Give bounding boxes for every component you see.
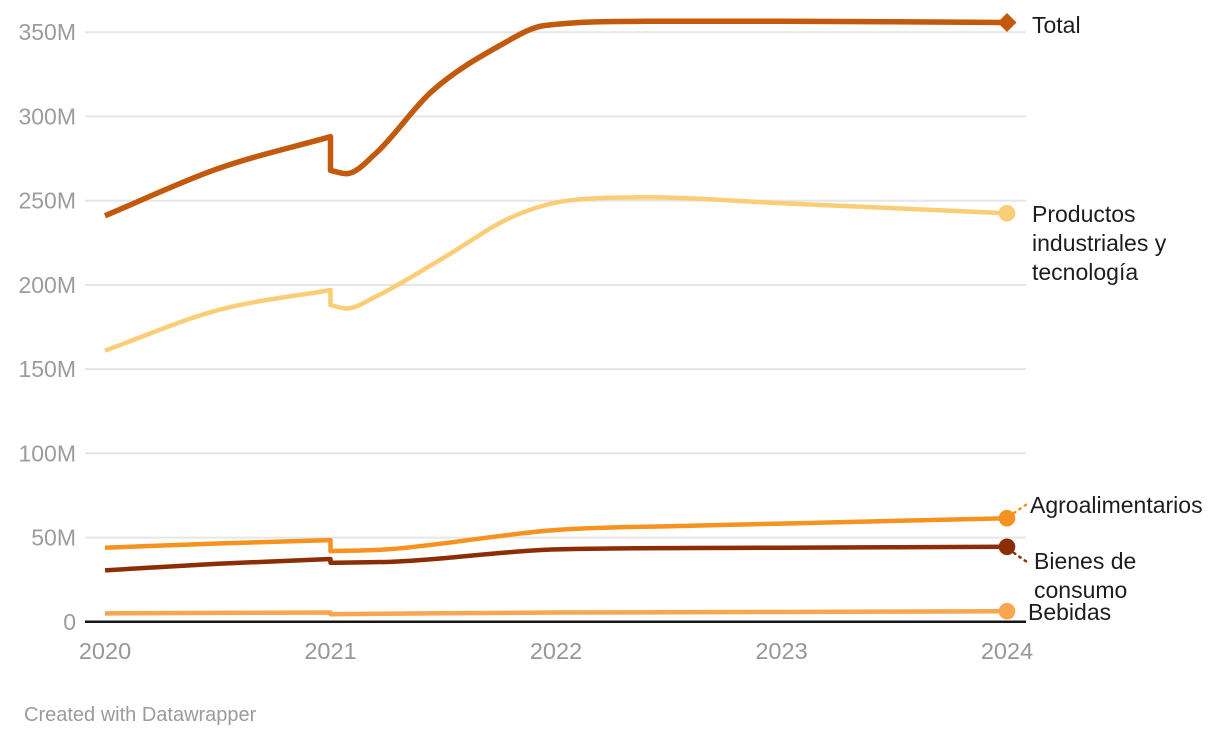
- series-line-bienes-de-consumo: [104, 544, 1008, 573]
- x-axis-tick-label: 2020: [79, 638, 131, 664]
- series-marker-productos-industriales-y-tecnolog-a-circle-icon: [998, 205, 1016, 222]
- line-chart: 0 50M 100M 150M 200M 250M 300M 350M 2020 2021 2022…: [18, 13, 1033, 664]
- series-marker-agroalimentarios-circle-icon: [998, 509, 1016, 527]
- y-axis-tick-label: 250M: [18, 188, 76, 214]
- series-line-total: [103, 18, 1008, 219]
- series-label-agroalimentarios: Agroalimentarios: [1030, 492, 1203, 518]
- y-axis-tick-label: 100M: [18, 440, 76, 466]
- series-marker-bebidas-circle-icon: [998, 602, 1016, 620]
- y-axis-tick-label: 200M: [18, 272, 76, 298]
- leader-line-agroalimentarios: [1012, 502, 1029, 515]
- series-line-productos-industriales-y-tecnolog-a: [104, 195, 1008, 353]
- y-axis-tick-label: 50M: [31, 525, 76, 551]
- y-axis-tick-label: 350M: [18, 19, 76, 45]
- series-label-productos: Productos industriales y tecnología: [1032, 201, 1167, 285]
- x-axis-tick-label: 2021: [304, 638, 356, 664]
- datawrapper-credit: Created with Datawrapper: [24, 704, 257, 726]
- y-axis-tick-label: 300M: [18, 103, 76, 129]
- leader-line-bienes-de-consumo: [1012, 551, 1029, 564]
- series-label-total: Total: [1032, 12, 1081, 38]
- y-axis-tick-label: 0: [63, 609, 76, 635]
- x-axis-tick-label: 2024: [981, 638, 1033, 664]
- series-line-bebidas: [104, 608, 1008, 617]
- series-marker-total-diamond-icon: [997, 13, 1017, 32]
- x-axis-tick-label: 2023: [755, 638, 807, 664]
- series-label-bebidas: Bebidas: [1028, 599, 1112, 625]
- series-label-bienes-de-consumo: Bienes de consumo: [1034, 548, 1137, 603]
- x-axis-tick-label: 2022: [530, 638, 582, 664]
- y-axis-tick-label: 150M: [18, 356, 76, 382]
- series-marker-bienes-de-consumo-circle-icon: [998, 538, 1016, 556]
- series-line-agroalimentarios: [104, 515, 1008, 554]
